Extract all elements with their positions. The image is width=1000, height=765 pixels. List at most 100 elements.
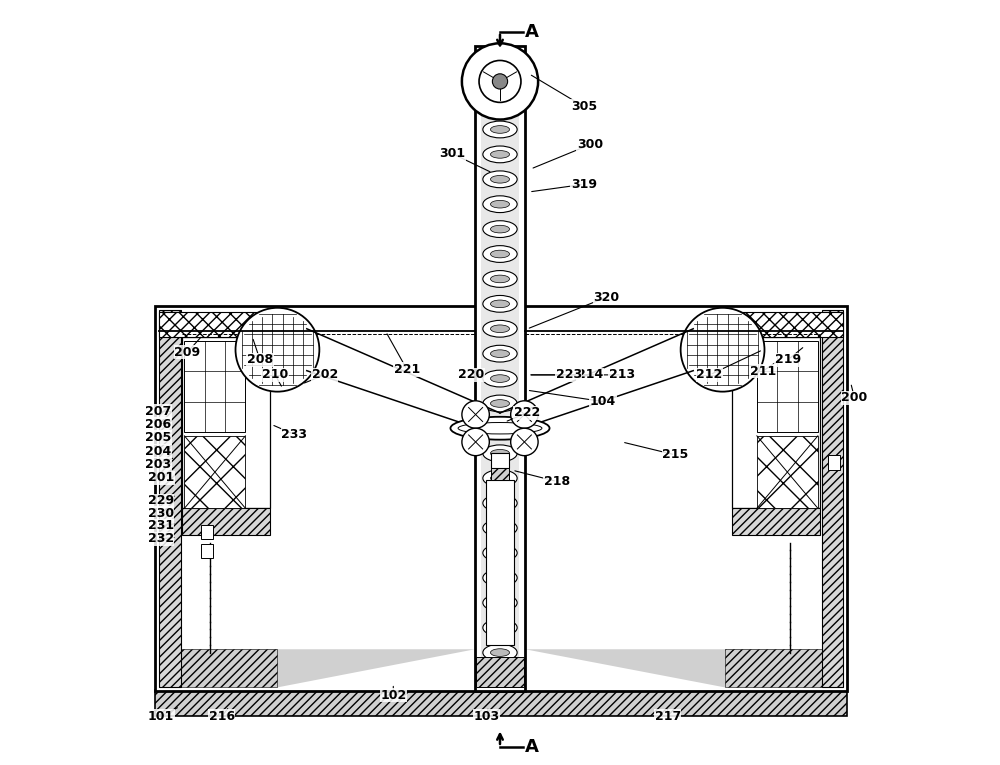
Circle shape bbox=[462, 401, 489, 428]
Ellipse shape bbox=[483, 196, 517, 213]
Text: A: A bbox=[525, 23, 539, 41]
Bar bbox=[828, 455, 840, 470]
Ellipse shape bbox=[490, 599, 510, 607]
Ellipse shape bbox=[490, 549, 510, 557]
Ellipse shape bbox=[483, 345, 517, 362]
Ellipse shape bbox=[490, 226, 510, 233]
Bar bbox=[475, 46, 525, 692]
Bar bbox=[757, 340, 818, 432]
Ellipse shape bbox=[458, 422, 542, 434]
Bar bbox=[182, 508, 270, 535]
Ellipse shape bbox=[483, 295, 517, 312]
Text: 210: 210 bbox=[262, 369, 288, 382]
Ellipse shape bbox=[483, 221, 517, 237]
Bar bbox=[725, 649, 843, 688]
Circle shape bbox=[511, 401, 538, 428]
Bar bbox=[182, 337, 270, 508]
Ellipse shape bbox=[483, 495, 517, 512]
Bar bbox=[159, 310, 181, 688]
Ellipse shape bbox=[490, 275, 510, 283]
Ellipse shape bbox=[490, 51, 510, 59]
Text: 208: 208 bbox=[247, 353, 273, 366]
Ellipse shape bbox=[483, 121, 517, 138]
Ellipse shape bbox=[483, 445, 517, 462]
Ellipse shape bbox=[483, 96, 517, 113]
Text: A: A bbox=[525, 737, 539, 756]
Circle shape bbox=[511, 428, 538, 456]
Bar bbox=[732, 508, 820, 535]
Bar bbox=[732, 337, 820, 508]
Ellipse shape bbox=[483, 594, 517, 611]
Ellipse shape bbox=[483, 519, 517, 536]
Ellipse shape bbox=[483, 47, 517, 63]
Text: 229: 229 bbox=[148, 494, 174, 507]
Text: 216: 216 bbox=[209, 710, 235, 723]
Bar bbox=[491, 453, 509, 468]
Text: 218: 218 bbox=[544, 475, 570, 488]
Ellipse shape bbox=[490, 450, 510, 457]
Text: 300: 300 bbox=[577, 138, 603, 151]
Ellipse shape bbox=[490, 524, 510, 532]
Text: 212: 212 bbox=[696, 369, 723, 382]
Text: 214: 214 bbox=[577, 369, 603, 382]
Ellipse shape bbox=[490, 325, 510, 333]
Ellipse shape bbox=[483, 669, 517, 686]
Text: 223: 223 bbox=[556, 369, 582, 382]
Text: 213: 213 bbox=[609, 369, 635, 382]
Ellipse shape bbox=[483, 620, 517, 636]
Bar bbox=[476, 657, 524, 688]
Polygon shape bbox=[525, 649, 843, 688]
Ellipse shape bbox=[490, 175, 510, 183]
Ellipse shape bbox=[490, 623, 510, 631]
Bar bbox=[155, 306, 847, 692]
Ellipse shape bbox=[490, 500, 510, 507]
Text: 320: 320 bbox=[594, 291, 620, 304]
Ellipse shape bbox=[490, 151, 510, 158]
Circle shape bbox=[479, 60, 521, 103]
Text: 305: 305 bbox=[571, 100, 597, 113]
Ellipse shape bbox=[490, 250, 510, 258]
Text: 220: 220 bbox=[458, 369, 484, 382]
Ellipse shape bbox=[483, 644, 517, 661]
Ellipse shape bbox=[490, 574, 510, 581]
Text: 221: 221 bbox=[394, 363, 420, 376]
Bar bbox=[486, 480, 514, 646]
Text: 201: 201 bbox=[148, 471, 174, 484]
Ellipse shape bbox=[490, 101, 510, 109]
Text: 215: 215 bbox=[662, 448, 688, 461]
Text: 217: 217 bbox=[655, 710, 681, 723]
Text: 103: 103 bbox=[473, 710, 499, 723]
Text: 202: 202 bbox=[312, 369, 338, 382]
Circle shape bbox=[681, 308, 764, 392]
Bar bbox=[491, 468, 509, 480]
Ellipse shape bbox=[490, 474, 510, 482]
Text: 203: 203 bbox=[145, 457, 172, 470]
Text: 222: 222 bbox=[514, 406, 540, 419]
Text: 230: 230 bbox=[148, 507, 174, 520]
Bar bbox=[184, 340, 245, 432]
Bar bbox=[725, 312, 843, 337]
Ellipse shape bbox=[483, 569, 517, 586]
Text: 205: 205 bbox=[145, 431, 172, 444]
Ellipse shape bbox=[483, 321, 517, 337]
Ellipse shape bbox=[490, 125, 510, 133]
Ellipse shape bbox=[490, 674, 510, 682]
Ellipse shape bbox=[490, 300, 510, 308]
Polygon shape bbox=[159, 649, 475, 688]
Circle shape bbox=[236, 308, 319, 392]
Circle shape bbox=[492, 73, 508, 89]
Bar bbox=[757, 436, 818, 508]
Ellipse shape bbox=[483, 545, 517, 562]
Text: 232: 232 bbox=[148, 532, 174, 545]
Text: 204: 204 bbox=[145, 444, 172, 457]
Ellipse shape bbox=[490, 76, 510, 83]
Bar bbox=[184, 436, 245, 508]
Ellipse shape bbox=[490, 200, 510, 208]
Ellipse shape bbox=[490, 649, 510, 656]
Bar bbox=[201, 544, 213, 558]
Bar bbox=[155, 690, 847, 715]
Bar bbox=[159, 649, 277, 688]
Ellipse shape bbox=[483, 370, 517, 387]
Circle shape bbox=[462, 44, 538, 119]
Ellipse shape bbox=[490, 399, 510, 407]
